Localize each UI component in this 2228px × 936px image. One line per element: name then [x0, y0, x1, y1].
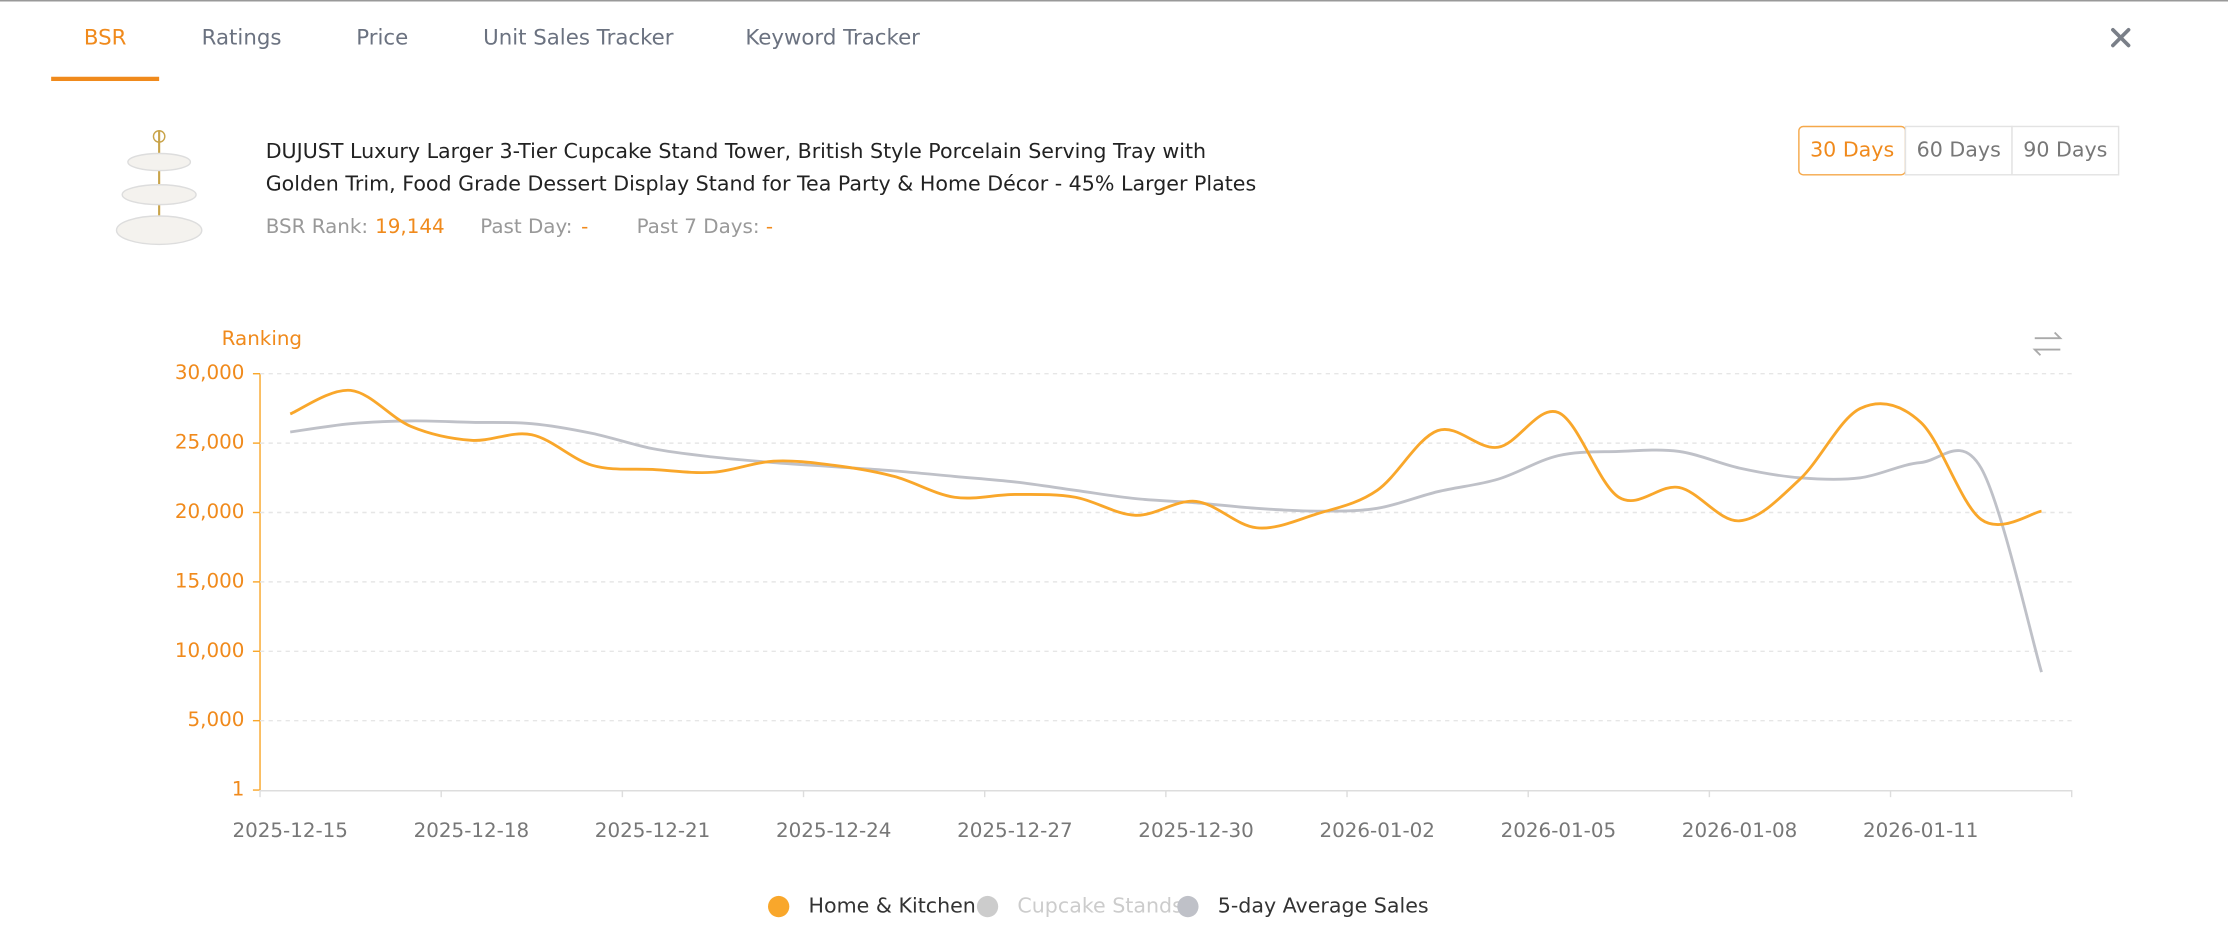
tab[interactable]: BSR: [84, 25, 127, 50]
stat-label: Past Day:: [480, 215, 572, 238]
y-tick-label: 20,000: [175, 500, 245, 523]
x-tick-label: 2025-12-15: [232, 819, 348, 842]
legend-label[interactable]: Cupcake Stands: [1017, 894, 1182, 918]
y-tick-label: 15,000: [175, 569, 245, 592]
active-tab-underline: [51, 76, 160, 82]
y-tick-label: 25,000: [175, 431, 245, 454]
tab[interactable]: Ratings: [202, 25, 282, 50]
tab[interactable]: Price: [356, 25, 408, 50]
range-button[interactable]: [2011, 125, 2120, 176]
x-tick-label: 2025-12-24: [776, 819, 892, 842]
product-image: [115, 130, 203, 246]
x-tick-label: 2026-01-02: [1319, 819, 1435, 842]
close-button[interactable]: [2111, 28, 2131, 48]
legend-swatch[interactable]: [976, 895, 999, 918]
x-tick-label: 2026-01-05: [1501, 819, 1617, 842]
product-title: Golden Trim, Food Grade Dessert Display …: [266, 172, 1256, 196]
stat-value: 19,144: [375, 215, 445, 238]
product-title: DUJUST Luxury Larger 3-Tier Cupcake Stan…: [266, 139, 1206, 163]
x-tick-label: 2025-12-27: [957, 819, 1073, 842]
legend-swatch[interactable]: [1177, 895, 1199, 918]
y-tick-label: 1: [232, 778, 245, 801]
x-tick-label: 2026-01-11: [1863, 819, 1979, 842]
range-label[interactable]: 60 Days: [1917, 138, 2001, 162]
y-axis-title: Ranking: [222, 327, 302, 350]
stat-label: Past 7 Days:: [637, 215, 760, 238]
legend-label[interactable]: Home & Kitchen: [809, 894, 976, 918]
legend-label[interactable]: 5-day Average Sales: [1218, 894, 1429, 918]
range-label[interactable]: 90 Days: [2023, 138, 2107, 162]
x-tick-label: 2025-12-18: [414, 819, 530, 842]
x-tick-label: 2025-12-30: [1138, 819, 1254, 842]
tab[interactable]: Unit Sales Tracker: [483, 25, 674, 50]
series-line: [289, 388, 2042, 530]
y-tick-label: 30,000: [175, 361, 245, 384]
y-tick-label: 10,000: [175, 639, 245, 662]
legend-swatch[interactable]: [768, 895, 790, 918]
range-label[interactable]: 30 Days: [1810, 138, 1894, 162]
tab[interactable]: Keyword Tracker: [745, 25, 920, 50]
stat-value: -: [766, 215, 773, 238]
swap-icon[interactable]: [2032, 331, 2063, 356]
x-tick-label: 2025-12-21: [595, 819, 711, 842]
stat-label: BSR Rank:: [266, 215, 368, 238]
x-tick-label: 2026-01-08: [1682, 819, 1798, 842]
y-tick-label: 5,000: [187, 708, 244, 731]
series-line: [290, 419, 2043, 673]
stat-value: -: [581, 215, 588, 238]
